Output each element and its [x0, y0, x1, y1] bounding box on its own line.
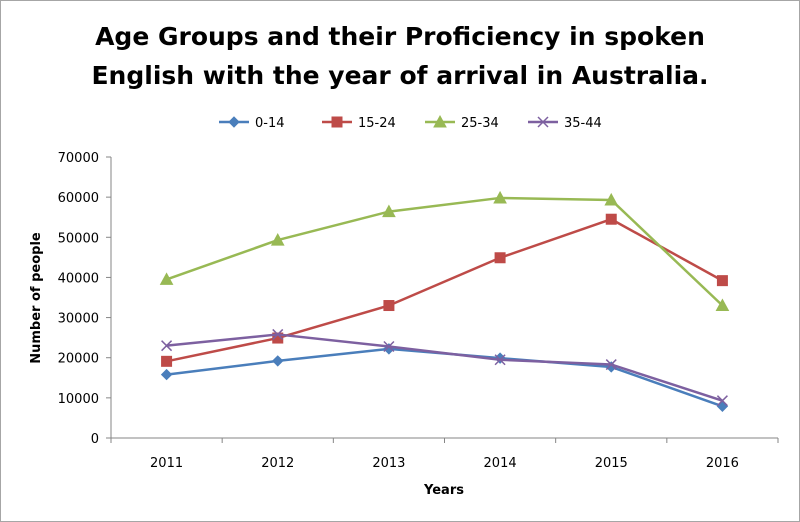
y-tick-label: 10000	[58, 392, 99, 407]
data-point-35-44	[161, 340, 173, 352]
legend-marker	[331, 116, 343, 128]
x-tick-label: 2014	[484, 456, 517, 471]
data-point-15-24	[272, 332, 284, 344]
data-point-25-34	[715, 298, 730, 312]
legend-item-0-14: 0-14	[219, 116, 285, 131]
legend-marker	[228, 116, 240, 128]
data-point-35-44	[272, 328, 284, 340]
x-tick-label: 2011	[150, 456, 183, 471]
legend-item-25-34: 25-34	[425, 114, 499, 131]
x-tick-label: 2015	[595, 456, 628, 471]
legend-label: 35-44	[564, 116, 602, 131]
legend-label: 0-14	[255, 116, 285, 131]
legend-marker	[537, 116, 549, 128]
data-point-35-44	[383, 340, 395, 353]
x-tick-label: 2013	[372, 456, 405, 471]
series-layer	[159, 190, 730, 412]
series-15-24	[161, 213, 728, 367]
data-point-35-44	[605, 359, 617, 371]
y-axis-label: Number of people	[29, 232, 44, 364]
data-point-25-34	[382, 204, 396, 218]
series-line-35-44	[166, 333, 723, 402]
y-tick-label: 60000	[58, 191, 99, 206]
data-point-15-24	[494, 252, 506, 264]
data-point-15-24	[716, 275, 728, 287]
data-point-25-34	[270, 233, 285, 246]
data-point-0-14	[160, 368, 173, 381]
chart-title: Age Groups and their Proficiency in spok…	[91, 22, 708, 90]
axes: 0 10000 20000 30000 40000 50000 60000 70000 2011…	[58, 151, 779, 471]
data-point-35-44	[494, 354, 506, 366]
chart-title-line-2: English with the year of arrival in Aust…	[91, 61, 708, 90]
data-point-25-34	[159, 272, 174, 285]
x-tick-label: 2012	[261, 456, 294, 471]
y-tick-label: 40000	[58, 271, 99, 286]
y-tick-label: 50000	[58, 231, 99, 246]
data-point-25-34	[493, 190, 507, 204]
legend-marker	[433, 114, 447, 128]
data-point-0-14	[716, 400, 729, 412]
legend-label: 15-24	[358, 116, 396, 131]
legend: 0-14 15-24 25-34 35-44	[219, 114, 602, 131]
y-tick-label: 70000	[58, 151, 99, 166]
series-line-0-14	[166, 347, 723, 408]
series-25-34	[159, 190, 730, 312]
series-35-44	[161, 328, 728, 407]
series-line-25-34	[166, 196, 724, 307]
x-tick-label: 2016	[706, 456, 739, 471]
y-tick-label: 0	[91, 432, 99, 447]
y-tick-label: 20000	[58, 352, 99, 367]
x-axis-label: Years	[423, 483, 464, 498]
chart-title-line-1: Age Groups and their Proficiency in spok…	[95, 22, 705, 51]
data-point-15-24	[383, 300, 395, 312]
legend-label: 25-34	[461, 116, 499, 131]
data-point-0-14	[272, 355, 284, 367]
data-point-15-24	[161, 355, 173, 367]
y-tick-label: 30000	[58, 312, 99, 327]
legend-item-35-44: 35-44	[528, 116, 602, 131]
series-line-15-24	[166, 217, 724, 363]
data-point-35-44	[716, 395, 728, 407]
data-point-25-34	[604, 192, 619, 206]
data-point-15-24	[605, 213, 617, 225]
legend-item-15-24: 15-24	[322, 116, 396, 131]
